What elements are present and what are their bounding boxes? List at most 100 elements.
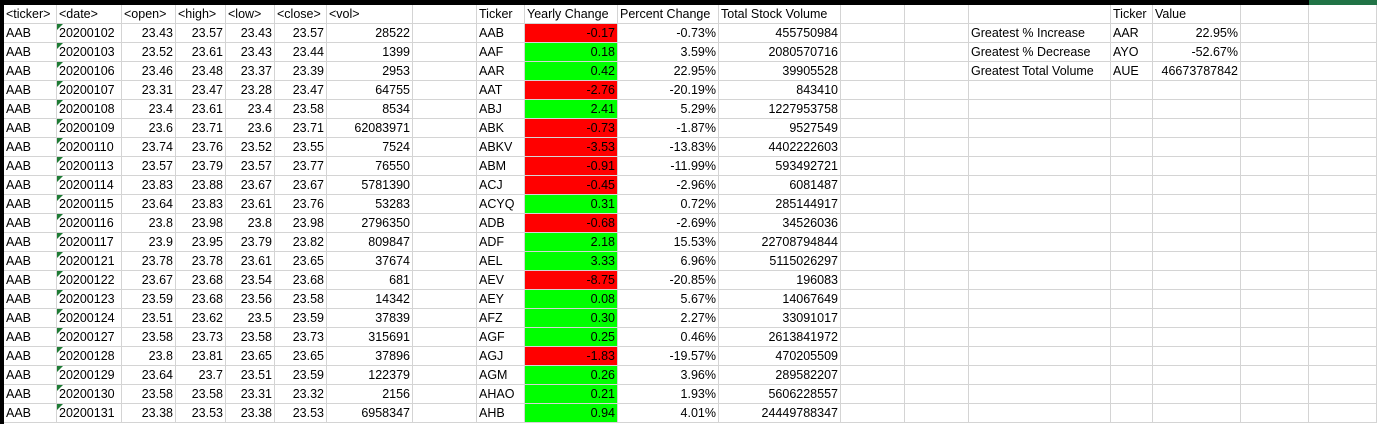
empty-cell[interactable] [841, 214, 905, 233]
data-cell[interactable]: 23.28 [226, 81, 275, 100]
empty-cell[interactable] [969, 214, 1111, 233]
empty-cell[interactable] [1153, 157, 1241, 176]
date-cell[interactable]: 20200115 [57, 195, 122, 214]
date-cell[interactable]: 20200127 [57, 328, 122, 347]
data-cell[interactable]: 37896 [327, 347, 413, 366]
date-cell[interactable]: 20200128 [57, 347, 122, 366]
data-cell[interactable]: 23.71 [176, 119, 226, 138]
empty-cell[interactable] [1241, 62, 1309, 81]
empty-cell[interactable] [969, 404, 1111, 423]
yearly-change-cell[interactable]: 0.31 [525, 195, 618, 214]
percent-change-cell[interactable]: 0.46% [618, 328, 719, 347]
summary-ticker-cell[interactable]: ABJ [477, 100, 525, 119]
data-cell[interactable]: 23.58 [176, 385, 226, 404]
empty-cell[interactable] [969, 81, 1111, 100]
data-cell[interactable]: 23.53 [176, 404, 226, 423]
data-cell[interactable]: 23.71 [275, 119, 327, 138]
summary-ticker-cell[interactable]: AAT [477, 81, 525, 100]
ticker-cell[interactable]: AAB [4, 366, 57, 385]
summary-ticker-cell[interactable]: ACJ [477, 176, 525, 195]
empty-cell[interactable] [841, 43, 905, 62]
empty-cell[interactable] [905, 233, 969, 252]
empty-cell[interactable] [1153, 233, 1241, 252]
empty-cell[interactable] [1111, 366, 1153, 385]
percent-change-cell[interactable]: -19.57% [618, 347, 719, 366]
yearly-change-cell[interactable]: -2.76 [525, 81, 618, 100]
empty-cell[interactable] [1309, 214, 1377, 233]
empty-cell[interactable] [413, 290, 477, 309]
empty-cell[interactable] [1153, 309, 1241, 328]
empty-cell[interactable] [905, 404, 969, 423]
empty-cell[interactable] [1111, 176, 1153, 195]
empty-cell[interactable] [1153, 81, 1241, 100]
data-cell[interactable]: 315691 [327, 328, 413, 347]
data-cell[interactable]: 23.55 [275, 138, 327, 157]
empty-cell[interactable] [1241, 252, 1309, 271]
empty-cell[interactable] [1241, 43, 1309, 62]
yearly-change-cell[interactable]: 0.18 [525, 43, 618, 62]
empty-cell[interactable] [413, 328, 477, 347]
empty-cell[interactable] [905, 252, 969, 271]
empty-cell[interactable] [1153, 385, 1241, 404]
empty-cell[interactable] [1309, 290, 1377, 309]
percent-change-cell[interactable]: -1.87% [618, 119, 719, 138]
ticker-cell[interactable]: AAB [4, 100, 57, 119]
data-cell[interactable]: 1399 [327, 43, 413, 62]
summary-ticker-cell[interactable]: AHAO [477, 385, 525, 404]
empty-cell[interactable] [905, 347, 969, 366]
summary-ticker-cell[interactable]: AEL [477, 252, 525, 271]
data-cell[interactable]: 23.58 [122, 328, 176, 347]
empty-cell[interactable] [969, 347, 1111, 366]
empty-cell[interactable] [969, 119, 1111, 138]
yearly-change-cell[interactable]: 0.30 [525, 309, 618, 328]
empty-cell[interactable] [1111, 233, 1153, 252]
data-cell[interactable]: 23.61 [226, 252, 275, 271]
percent-change-cell[interactable]: 2.27% [618, 309, 719, 328]
summary-ticker-cell[interactable]: ABKV [477, 138, 525, 157]
empty-cell[interactable] [1309, 328, 1377, 347]
yearly-change-cell[interactable]: -0.91 [525, 157, 618, 176]
data-cell[interactable]: 23.47 [176, 81, 226, 100]
data-cell[interactable]: 23.9 [122, 233, 176, 252]
empty-cell[interactable] [1309, 43, 1377, 62]
total-volume-cell[interactable]: 2080570716 [719, 43, 841, 62]
empty-cell[interactable] [1241, 138, 1309, 157]
empty-cell[interactable] [969, 5, 1111, 24]
data-cell[interactable]: 23.73 [275, 328, 327, 347]
summary-ticker-cell[interactable]: ABM [477, 157, 525, 176]
ticker-cell[interactable]: AAB [4, 328, 57, 347]
date-cell[interactable]: 20200124 [57, 309, 122, 328]
yearly-change-cell[interactable]: 0.08 [525, 290, 618, 309]
empty-cell[interactable] [413, 271, 477, 290]
total-volume-cell[interactable]: 14067649 [719, 290, 841, 309]
data-cell[interactable]: 37839 [327, 309, 413, 328]
empty-cell[interactable] [1241, 100, 1309, 119]
empty-cell[interactable] [841, 309, 905, 328]
empty-cell[interactable] [1153, 195, 1241, 214]
empty-cell[interactable] [841, 119, 905, 138]
data-cell[interactable]: 23.77 [275, 157, 327, 176]
percent-change-cell[interactable]: -2.69% [618, 214, 719, 233]
total-volume-cell[interactable]: 33091017 [719, 309, 841, 328]
empty-cell[interactable] [841, 366, 905, 385]
raw-header-cell[interactable]: <high> [176, 5, 226, 24]
data-cell[interactable]: 23.76 [275, 195, 327, 214]
greatest-header-cell[interactable]: Ticker [1111, 5, 1153, 24]
empty-cell[interactable] [841, 138, 905, 157]
percent-change-cell[interactable]: 4.01% [618, 404, 719, 423]
data-cell[interactable]: 23.57 [275, 24, 327, 43]
yearly-change-cell[interactable]: 0.42 [525, 62, 618, 81]
empty-cell[interactable] [413, 119, 477, 138]
empty-cell[interactable] [1241, 366, 1309, 385]
ticker-cell[interactable]: AAB [4, 271, 57, 290]
data-cell[interactable]: 23.31 [122, 81, 176, 100]
greatest-label-cell[interactable]: Greatest % Decrease [969, 43, 1111, 62]
data-cell[interactable]: 23.61 [226, 195, 275, 214]
data-cell[interactable]: 53283 [327, 195, 413, 214]
empty-cell[interactable] [969, 271, 1111, 290]
empty-cell[interactable] [1241, 24, 1309, 43]
empty-cell[interactable] [413, 62, 477, 81]
total-volume-cell[interactable]: 2613841972 [719, 328, 841, 347]
percent-change-cell[interactable]: 3.96% [618, 366, 719, 385]
empty-cell[interactable] [1111, 347, 1153, 366]
